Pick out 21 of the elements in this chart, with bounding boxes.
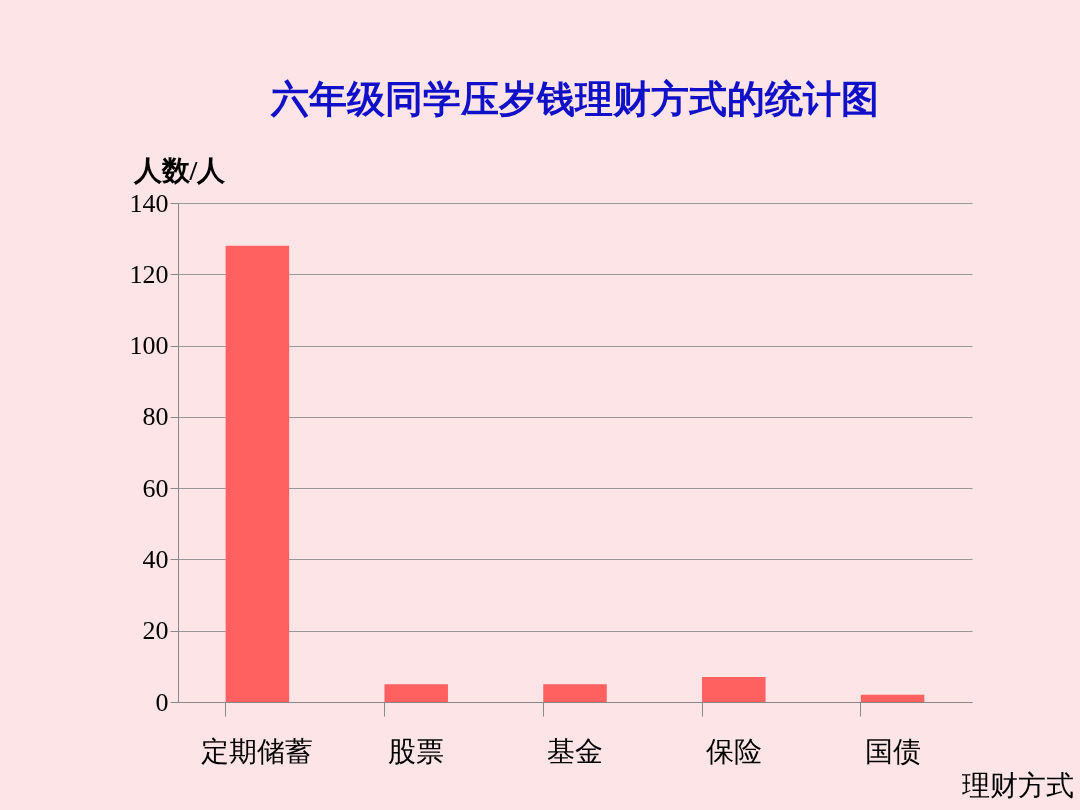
- bar: [543, 684, 607, 702]
- bar: [225, 245, 290, 702]
- bar: [860, 694, 925, 702]
- y-tick-label: 140: [129, 188, 169, 218]
- x-tick-label: 定期储蓄: [201, 735, 314, 767]
- x-tick-label: 保险: [705, 735, 762, 767]
- x-tick-label: 国债: [864, 735, 921, 767]
- y-tick-label: 60: [142, 473, 169, 503]
- chart-title: 六年级同学压岁钱理财方式的统计图: [270, 78, 879, 120]
- x-axis-title: 理财方式: [961, 769, 1074, 801]
- y-tick-label: 100: [129, 331, 169, 361]
- y-axis-title: 人数/人: [132, 154, 227, 186]
- y-tick-label: 40: [142, 544, 169, 574]
- x-tick-label: 股票: [388, 735, 445, 767]
- bar: [384, 684, 448, 702]
- y-tick-label: 80: [142, 402, 169, 432]
- y-tick-label: 120: [129, 259, 169, 289]
- bar: [702, 677, 766, 702]
- y-tick-label: 20: [142, 616, 169, 646]
- y-tick-label: 0: [155, 687, 169, 717]
- x-tick-label: 基金: [547, 735, 603, 767]
